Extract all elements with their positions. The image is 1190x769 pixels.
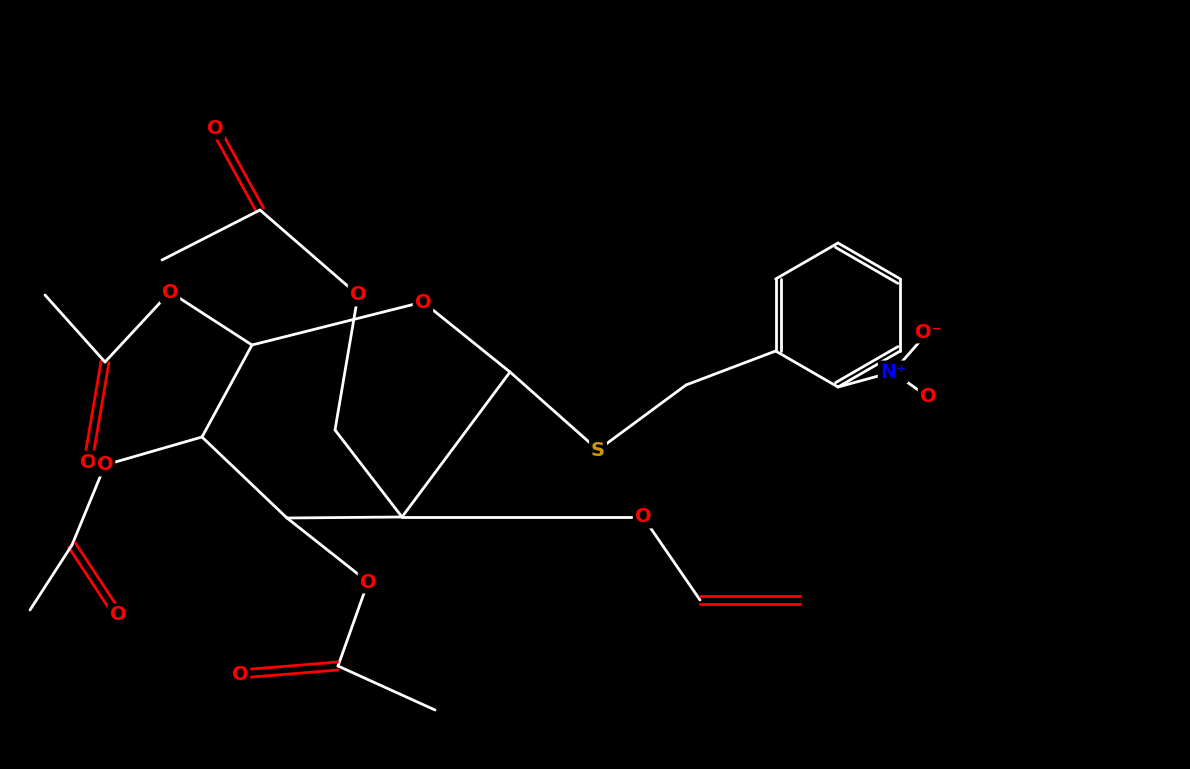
Text: O: O — [109, 605, 126, 624]
Text: O: O — [232, 664, 249, 684]
Text: N⁺: N⁺ — [879, 362, 907, 381]
Text: O⁻: O⁻ — [915, 322, 941, 341]
Text: O: O — [162, 282, 178, 301]
Text: O: O — [350, 285, 367, 305]
Text: O: O — [359, 572, 376, 591]
Text: O: O — [920, 388, 937, 407]
Text: O: O — [634, 508, 651, 527]
Text: O: O — [96, 455, 113, 474]
Text: S: S — [591, 441, 605, 460]
Text: O: O — [80, 452, 96, 471]
Text: O: O — [207, 118, 224, 138]
Text: O: O — [414, 292, 431, 311]
